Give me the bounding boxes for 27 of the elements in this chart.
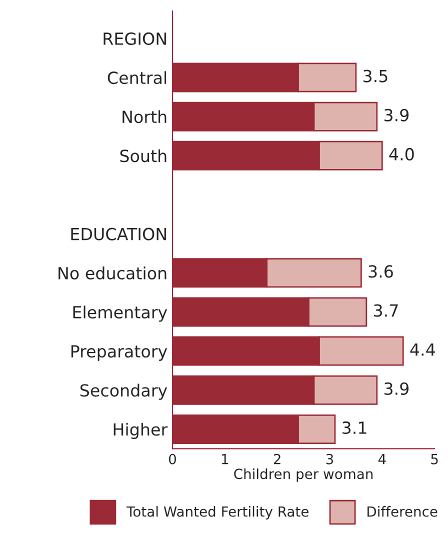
y-tick-label: North	[122, 110, 166, 124]
x-tick-label: 2	[274, 454, 280, 464]
legend-label: Total Wanted Fertility Rate	[126, 506, 308, 520]
total-label: 3.9	[384, 382, 409, 395]
x-tick-label: 0	[168, 454, 176, 464]
total-label: 3.6	[368, 265, 393, 278]
x-tick-label: 1	[222, 454, 228, 464]
y-tick-label: EDUCATION	[71, 228, 166, 240]
y-tick-label: Higher	[114, 422, 168, 439]
x-tick-label: 3	[326, 454, 334, 464]
total-label: 4.0	[389, 148, 414, 160]
y-tick-label: No education	[58, 266, 166, 280]
total-label: 4.4	[410, 343, 435, 356]
x-tick-label: 4	[378, 454, 386, 464]
y-tick-label: Central	[108, 71, 166, 84]
y-tick-label: Preparatory	[71, 345, 168, 361]
total-label: 3.7	[374, 304, 398, 317]
total-label: 3.9	[384, 108, 409, 122]
y-tick-label: Secondary	[80, 384, 168, 400]
y-tick-label: South	[120, 149, 166, 162]
x-axis-title: Children per woman	[234, 468, 373, 482]
total-label: 3.5	[363, 70, 388, 82]
y-tick-label: REGION	[104, 32, 166, 46]
total-label: 3.1	[342, 421, 366, 434]
y-tick-label: Elementary	[73, 306, 168, 322]
x-tick-label: 5	[431, 454, 438, 464]
legend-label: Difference	[368, 506, 438, 517]
